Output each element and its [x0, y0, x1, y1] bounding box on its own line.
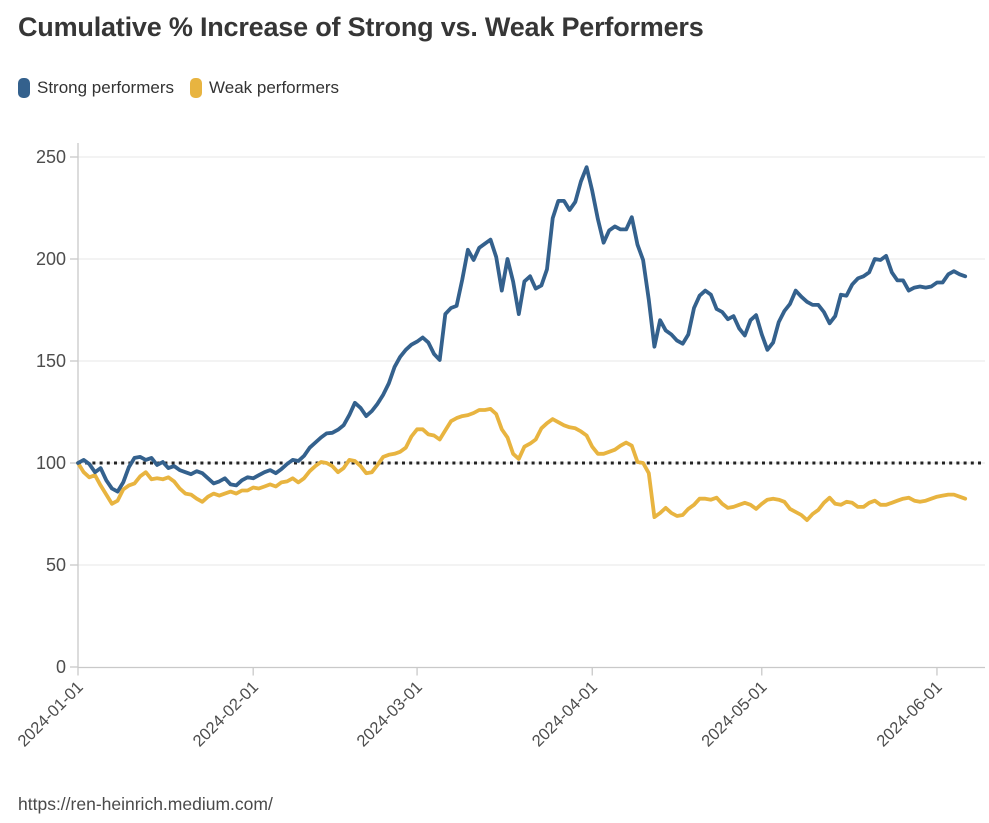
- x-tick-label: 2024-02-01: [190, 678, 262, 750]
- strong-performers-swatch-icon: [18, 78, 30, 98]
- legend: Strong performers Weak performers: [18, 78, 339, 98]
- x-tick-label: 2024-05-01: [698, 678, 770, 750]
- series-line-weak-performers: [76, 406, 968, 522]
- y-tick-label: 50: [46, 555, 66, 575]
- legend-label-weak-performers: Weak performers: [209, 78, 340, 97]
- x-tick-label: 2024-04-01: [529, 678, 601, 750]
- y-tick-label: 100: [36, 453, 66, 473]
- x-tick-label: 2024-03-01: [353, 678, 425, 750]
- legend-item-weak-performers: Weak performers: [190, 78, 339, 98]
- legend-label-strong-performers: Strong performers: [37, 78, 174, 97]
- series-line-strong-performers: [76, 165, 968, 494]
- y-tick-label: 150: [36, 351, 66, 371]
- chart-title: Cumulative % Increase of Strong vs. Weak…: [18, 12, 704, 42]
- source-url: https://ren-heinrich.medium.com/: [18, 794, 273, 814]
- y-tick-label: 250: [36, 147, 66, 167]
- y-tick-label: 0: [56, 657, 66, 677]
- x-tick-label: 2024-06-01: [873, 678, 945, 750]
- weak-performers-swatch-icon: [190, 78, 202, 98]
- legend-item-strong-performers: Strong performers: [18, 78, 174, 98]
- x-tick-label: 2024-01-01: [14, 678, 86, 750]
- y-tick-label: 200: [36, 249, 66, 269]
